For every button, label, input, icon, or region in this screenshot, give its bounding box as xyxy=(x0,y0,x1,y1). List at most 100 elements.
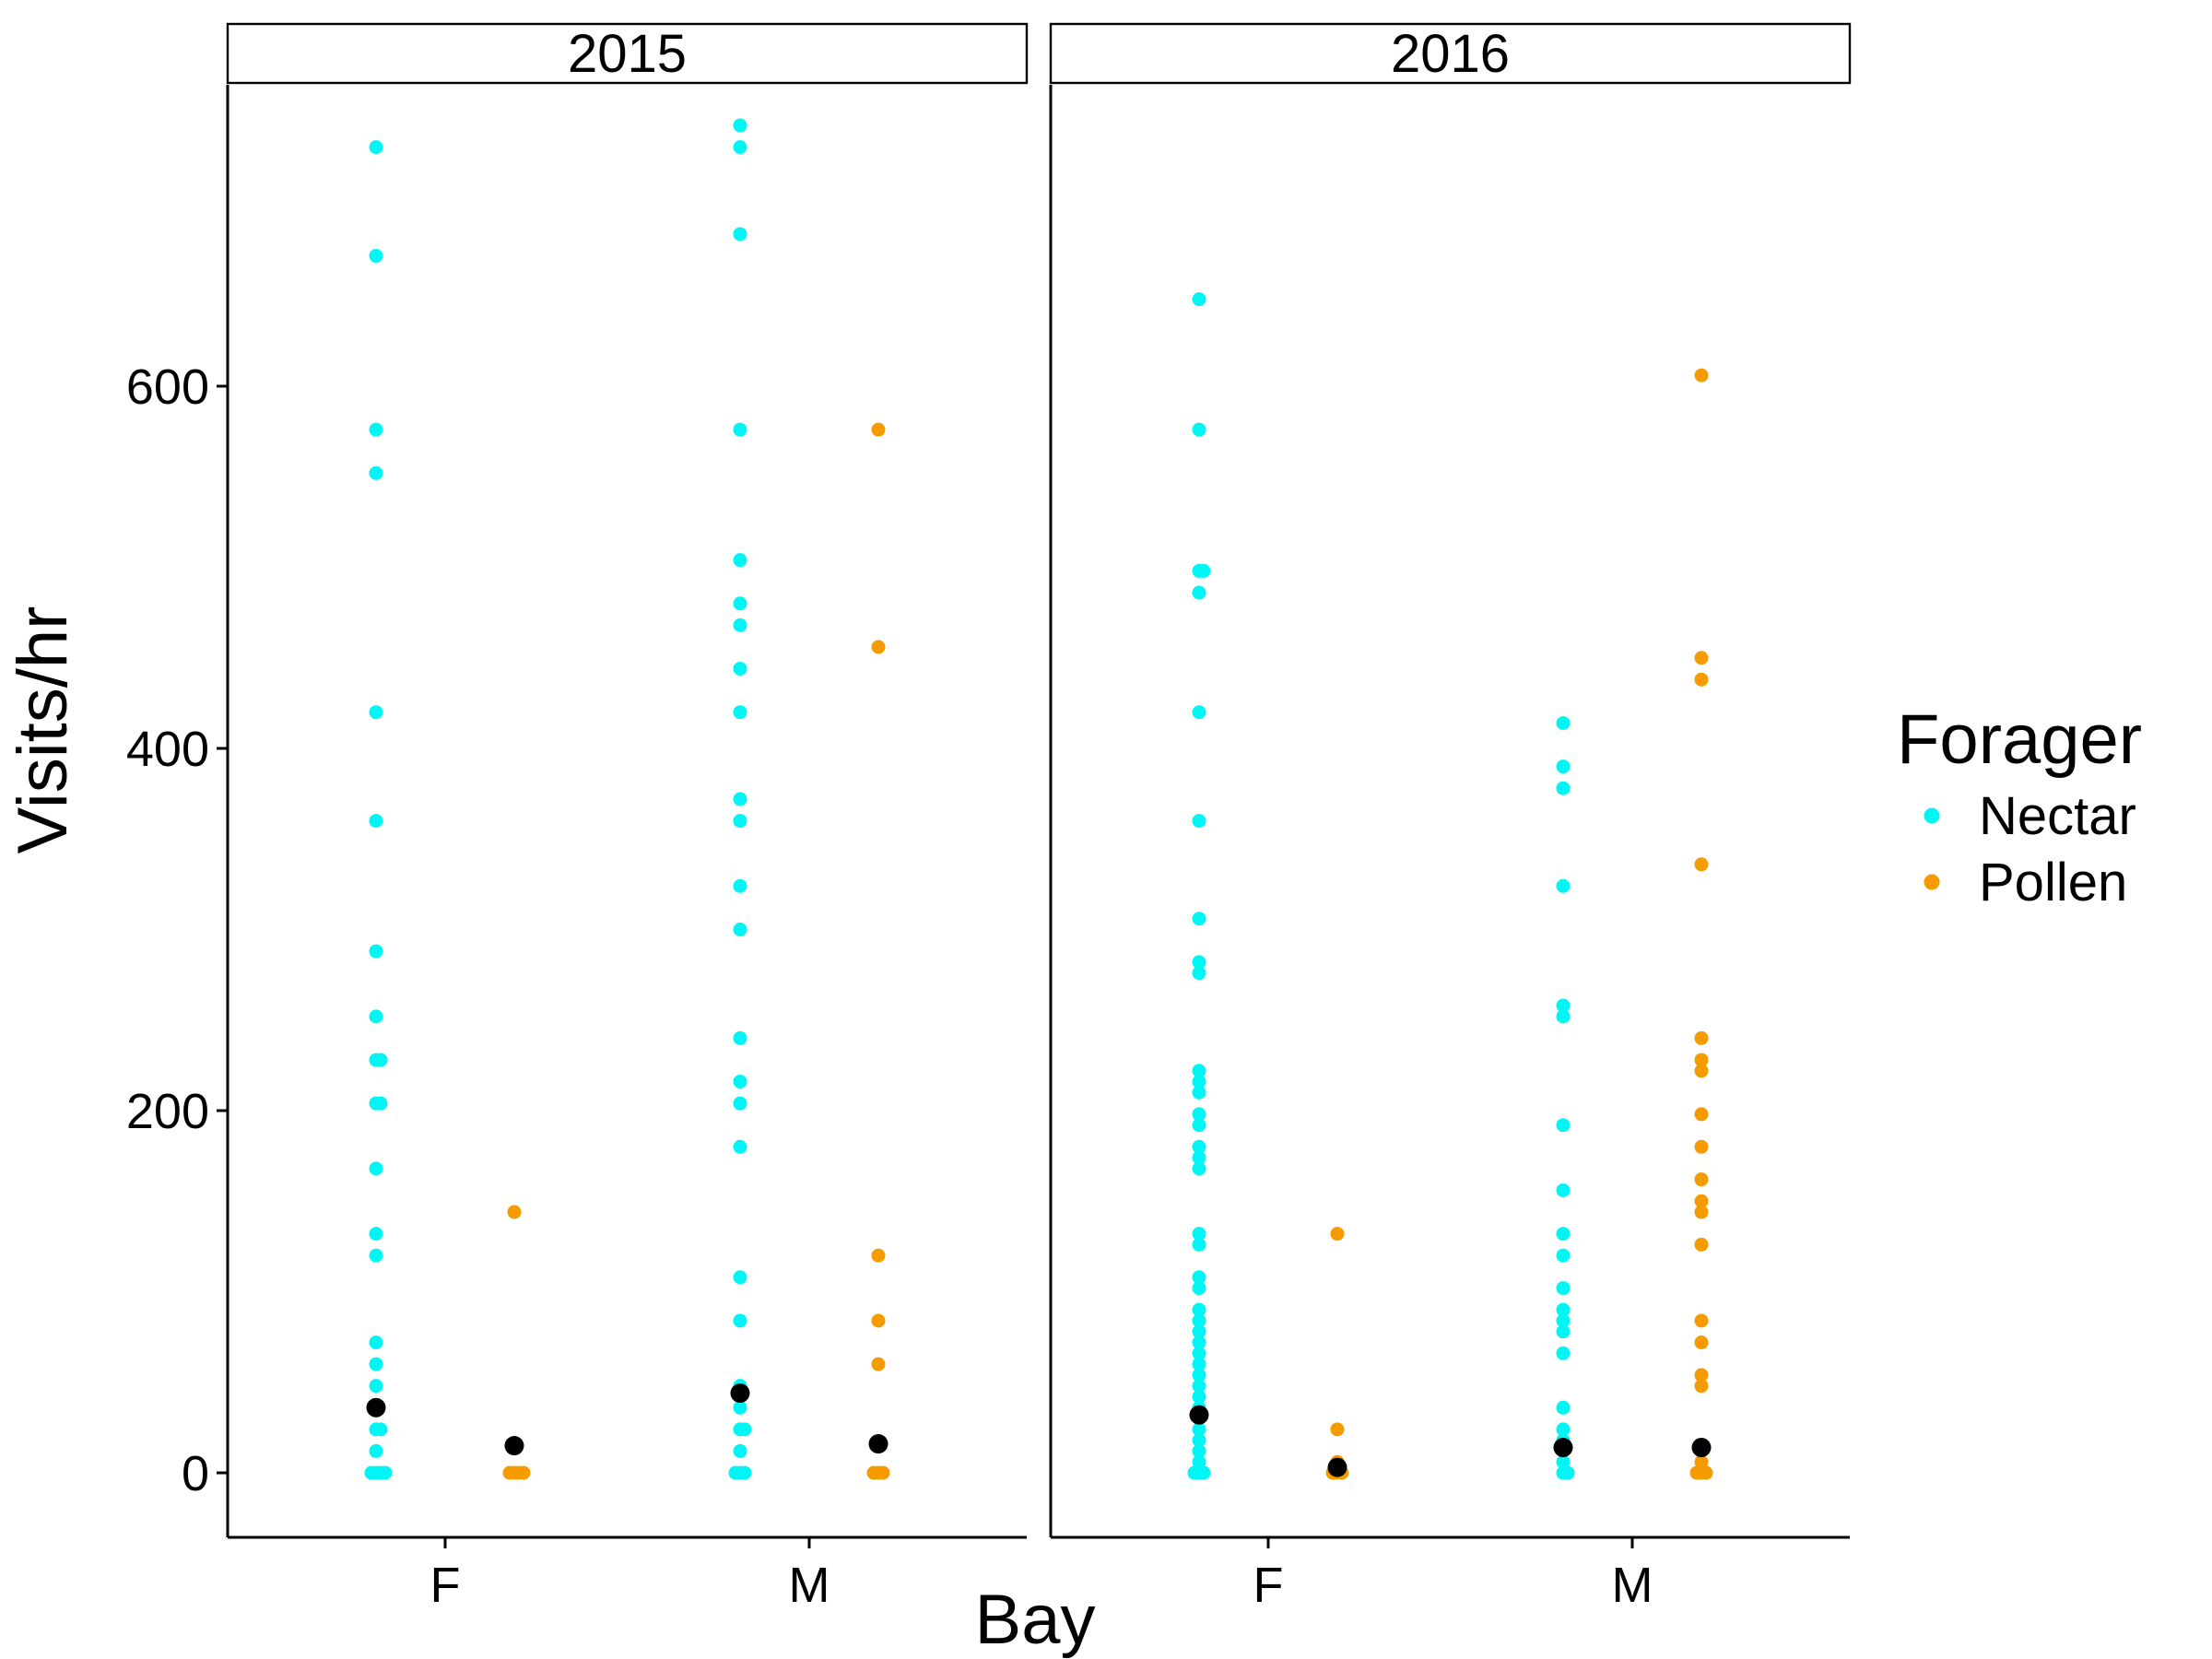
data-point xyxy=(1192,1335,1206,1350)
x-tick-label: F xyxy=(1253,1558,1284,1613)
data-point xyxy=(733,923,747,936)
data-point xyxy=(1192,1064,1206,1078)
data-point xyxy=(1192,585,1206,600)
data-point xyxy=(1196,563,1211,578)
series-pollen-M xyxy=(1689,368,1713,1480)
data-point xyxy=(1694,1368,1709,1382)
data-point xyxy=(1694,651,1709,665)
data-point xyxy=(733,662,747,677)
data-point xyxy=(728,1465,743,1480)
data-point xyxy=(1556,759,1571,774)
data-point xyxy=(1192,1150,1206,1165)
data-point xyxy=(1192,1107,1206,1122)
mean-point xyxy=(504,1436,524,1456)
data-point xyxy=(1689,1465,1704,1480)
data-point xyxy=(1192,1227,1206,1241)
series-nectar-M xyxy=(728,118,752,1480)
data-point xyxy=(1694,1030,1709,1045)
data-point xyxy=(369,1379,383,1394)
data-point xyxy=(1192,1281,1206,1296)
legend: Forager Nectar Pollen xyxy=(1897,700,2142,912)
legend-title: Forager xyxy=(1897,700,2142,779)
legend-key-pollen xyxy=(1924,874,1940,890)
data-point xyxy=(369,465,383,480)
x-tick-label: M xyxy=(1612,1558,1653,1613)
data-point xyxy=(1694,857,1709,872)
data-point xyxy=(733,1443,747,1458)
data-point xyxy=(1556,1248,1571,1263)
data-point xyxy=(1192,1302,1206,1317)
data-point xyxy=(866,1465,881,1480)
data-point xyxy=(1694,1205,1709,1219)
data-point xyxy=(364,1465,379,1480)
y-tick-label: 400 xyxy=(126,722,209,777)
data-point xyxy=(1192,1433,1206,1448)
data-point xyxy=(369,705,383,720)
data-point xyxy=(1556,1118,1571,1133)
data-point xyxy=(1694,1237,1709,1252)
mean-point xyxy=(730,1383,750,1404)
data-point xyxy=(733,1139,747,1154)
data-point xyxy=(733,1400,747,1415)
data-point xyxy=(1694,1139,1709,1154)
data-point xyxy=(733,118,747,133)
data-point xyxy=(1556,1346,1571,1360)
data-point xyxy=(369,1248,383,1263)
mean-point xyxy=(1553,1437,1573,1457)
data-point xyxy=(733,705,747,720)
data-point xyxy=(369,1335,383,1350)
data-point xyxy=(1330,1422,1345,1437)
data-point xyxy=(1556,1313,1571,1328)
data-point xyxy=(1192,1357,1206,1371)
data-point xyxy=(1694,1313,1709,1328)
data-point xyxy=(1560,1465,1575,1480)
legend-key-nectar xyxy=(1924,807,1940,824)
data-point xyxy=(1192,912,1206,926)
data-point xyxy=(1556,1400,1571,1415)
data-point xyxy=(733,1075,747,1089)
data-point xyxy=(1694,1053,1709,1067)
data-point xyxy=(1556,1454,1571,1469)
data-point xyxy=(1694,1379,1709,1394)
data-point xyxy=(871,640,886,654)
series-pollen-F xyxy=(502,1205,531,1480)
legend-entries: Nectar Pollen xyxy=(1924,786,2136,912)
data-point xyxy=(733,1096,747,1111)
data-point xyxy=(507,1205,522,1219)
data-point xyxy=(369,1161,383,1176)
data-point xyxy=(373,1422,388,1437)
legend-label-pollen: Pollen xyxy=(1979,853,2127,912)
x-axis-title: Bay xyxy=(975,1581,1096,1659)
mean-point xyxy=(1691,1437,1712,1457)
mean-point xyxy=(1189,1405,1209,1425)
data-point xyxy=(733,227,747,241)
data-point xyxy=(1694,1107,1709,1122)
data-point xyxy=(733,618,747,632)
legend-label-nectar: Nectar xyxy=(1979,786,2136,846)
data-point xyxy=(1192,1379,1206,1394)
facet-panel-2016: 2016 F M xyxy=(1049,22,1852,1613)
data-point xyxy=(871,422,886,437)
data-point xyxy=(1556,1009,1571,1024)
facet-panel-2015: 2015 0 200 400 600 F M xyxy=(126,22,1029,1613)
facet-strip-label: 2016 xyxy=(1391,24,1510,84)
y-tick-label: 600 xyxy=(126,359,209,415)
data-point xyxy=(1192,1443,1206,1458)
data-point xyxy=(369,814,383,829)
data-point xyxy=(1192,1368,1206,1382)
data-point xyxy=(1192,422,1206,437)
series-nectar-F xyxy=(1187,292,1211,1480)
data-point xyxy=(1192,814,1206,829)
mean-point xyxy=(1327,1457,1347,1477)
x-tick-label: F xyxy=(430,1558,461,1613)
data-point xyxy=(1556,1182,1571,1197)
data-point xyxy=(1556,998,1571,1013)
data-point xyxy=(1694,1172,1709,1187)
data-point xyxy=(733,422,747,437)
data-point xyxy=(1556,1324,1571,1339)
data-point xyxy=(378,1465,393,1480)
data-point xyxy=(733,878,747,893)
y-tick-label: 0 xyxy=(182,1446,209,1501)
series-nectar-F xyxy=(364,140,393,1480)
